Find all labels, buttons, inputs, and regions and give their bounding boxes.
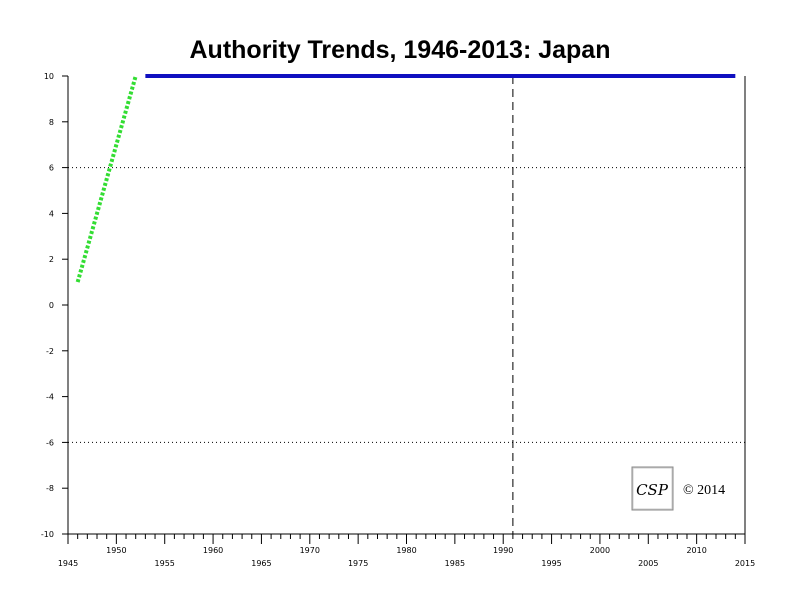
x-tick-label: 1970	[300, 546, 320, 555]
y-tick-label: 8	[49, 118, 54, 127]
y-tick-label: -4	[46, 393, 54, 402]
axes: 10 8 6 4 2 0 -2 -4 -6 -8 -10 1945 1950 1955 1960 1965 19…	[41, 72, 755, 568]
x-tick-label: 1965	[251, 559, 271, 568]
x-tick-label: 1975	[348, 559, 368, 568]
y-tick-label: 10	[44, 72, 54, 81]
series-lines	[75, 74, 736, 283]
x-tick-label: 2015	[735, 559, 755, 568]
x-tick-label: 1955	[155, 559, 175, 568]
reference-lines	[68, 76, 745, 534]
x-tick-label: 1945	[58, 559, 78, 568]
x-tick-label: 1960	[203, 546, 223, 555]
y-tick-label: 4	[49, 209, 54, 218]
chart-title: Authority Trends, 1946-2013: Japan	[189, 36, 611, 64]
x-tick-label: 2000	[590, 546, 610, 555]
y-tick-label: -10	[41, 530, 54, 539]
logo-text: CSP	[636, 481, 669, 499]
x-tick-label: 1990	[493, 546, 513, 555]
x-tick-label: 1950	[106, 546, 126, 555]
y-tick-label: 0	[49, 301, 54, 310]
x-tick-label: 1980	[396, 546, 416, 555]
y-tick-label: -6	[46, 438, 54, 447]
y-tick-label: -2	[46, 347, 54, 356]
x-tick-label: 2010	[686, 546, 706, 555]
y-tick-label: 2	[49, 255, 54, 264]
series-line-1	[75, 75, 138, 283]
x-tick-label: 1985	[445, 559, 465, 568]
y-tick-label: 6	[49, 164, 54, 173]
copyright-text: © 2014	[683, 483, 725, 498]
x-tick-label: 2005	[638, 559, 658, 568]
csp-logo: CSP	[631, 466, 674, 511]
x-tick-label: 1995	[541, 559, 561, 568]
y-tick-label: -8	[46, 484, 54, 493]
